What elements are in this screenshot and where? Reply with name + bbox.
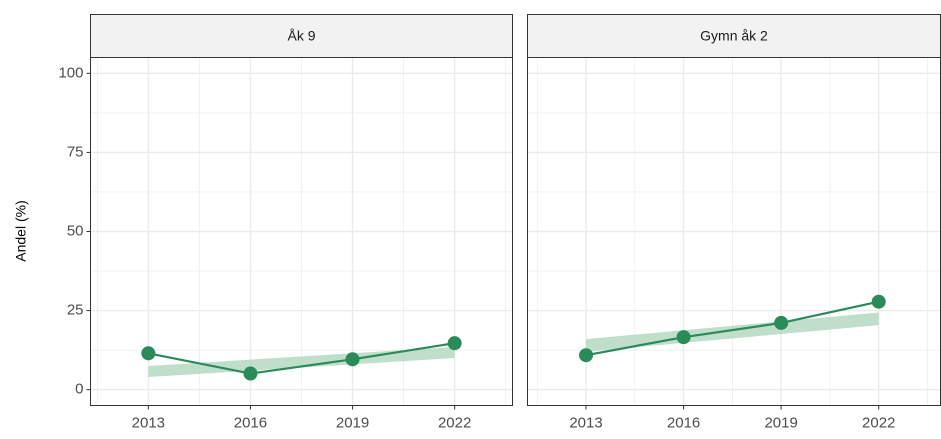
x-tick-label: 2019 — [764, 414, 797, 431]
y-tick-label: 75 — [67, 143, 84, 160]
x-tick-label: 2016 — [667, 414, 700, 431]
point — [579, 348, 594, 363]
y-tick-label: 0 — [75, 381, 83, 398]
point — [447, 336, 462, 351]
x-tick-label: 2013 — [132, 414, 165, 431]
point — [141, 346, 156, 361]
strip-title: Åk 9 — [287, 28, 315, 44]
line — [585, 300, 879, 357]
line — [148, 342, 455, 375]
panel-border — [90, 57, 513, 406]
x-tick-label: 2019 — [336, 414, 369, 431]
point — [243, 366, 258, 381]
y-tick-label: 100 — [58, 64, 83, 81]
strip — [90, 14, 513, 58]
x-tick-label: 2022 — [862, 414, 895, 431]
y-tick-label: 50 — [67, 222, 84, 239]
x-tick-label: 2022 — [438, 414, 471, 431]
point — [774, 315, 789, 330]
y-tick-label: 25 — [67, 302, 84, 319]
y-axis-label: Andel (%) — [13, 200, 29, 261]
point — [345, 352, 360, 367]
point — [676, 330, 691, 345]
point — [871, 294, 886, 309]
strip-title: Gymn åk 2 — [700, 28, 768, 44]
x-tick-label: 2016 — [234, 414, 267, 431]
x-tick-label: 2013 — [569, 414, 602, 431]
